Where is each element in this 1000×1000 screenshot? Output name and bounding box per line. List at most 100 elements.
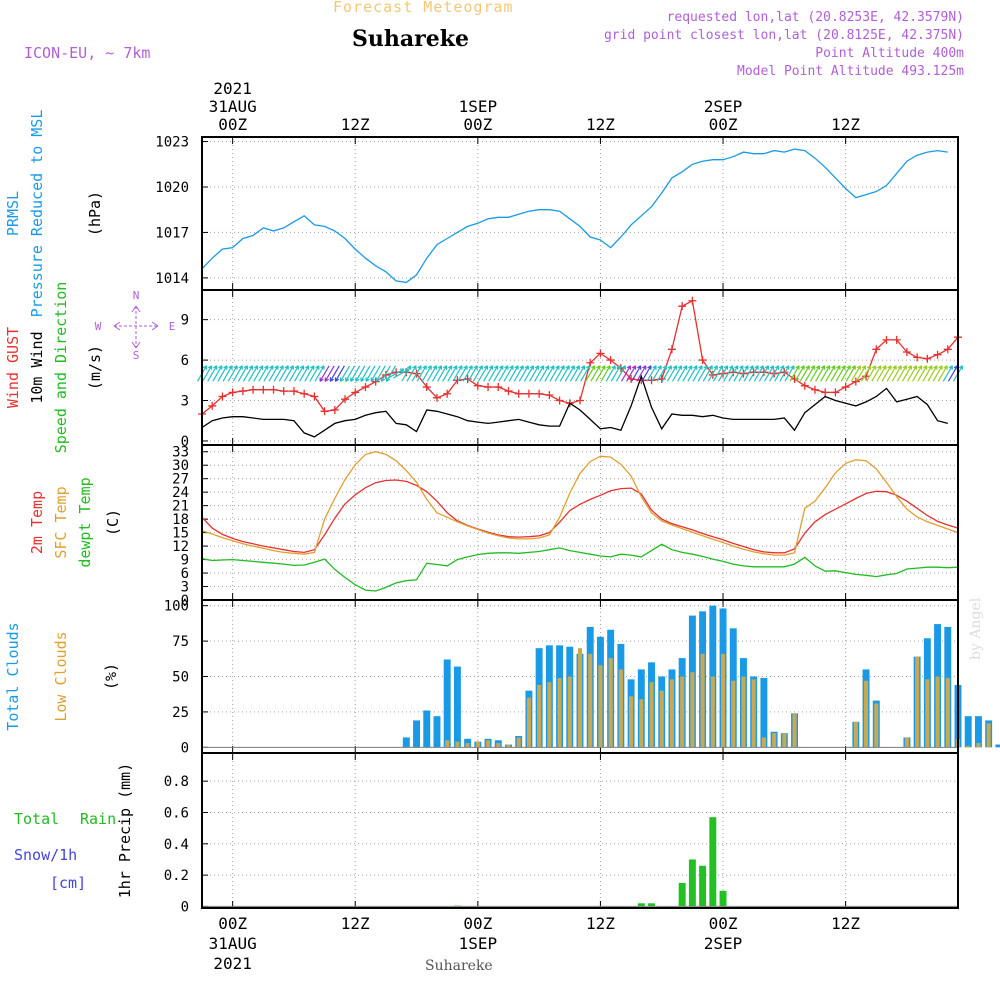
wind-series-marker-0 (381, 370, 390, 379)
wind-direction-arrow (595, 365, 606, 382)
wind-direction-arrow (564, 365, 575, 382)
wind-series-marker-0 (453, 376, 462, 385)
wind-series-marker-0 (902, 348, 911, 356)
clouds-bar-low-clouds (772, 733, 777, 748)
clouds-bar-low-clouds (608, 658, 613, 748)
wind-direction-arrow (513, 365, 524, 382)
precip-frame (201, 752, 959, 909)
wind-direction-arrow (508, 365, 519, 382)
compass-s-arrow (131, 341, 141, 349)
time-label-bottom: 12Z (586, 914, 615, 933)
wind-direction-arrow (917, 365, 928, 382)
wind-direction-arrow (871, 365, 882, 382)
clouds-bar-low-clouds (915, 656, 920, 748)
precip-ytick-label: 0.8 (164, 774, 189, 790)
clouds-bar-low-clouds (874, 703, 879, 748)
wind-direction-arrow (319, 365, 330, 382)
wind-direction-arrow (733, 365, 744, 382)
wind-direction-arrow (385, 365, 397, 382)
temperature-ytick-label: 6 (181, 566, 189, 582)
pressure-series-line-0 (201, 148, 948, 284)
time-label-bottom: 00Z (463, 914, 492, 933)
clouds-bar-low-clouds (547, 682, 552, 748)
temperature-ytick-label: 18 (172, 512, 189, 528)
wind-direction-arrow (227, 365, 238, 382)
clouds-bar-total-clouds (760, 677, 768, 748)
wind-direction-arrow (697, 365, 708, 382)
wind-series-marker-0 (504, 387, 513, 396)
wind-side-label: Wind GUST (4, 327, 22, 408)
wind-direction-arrow (590, 365, 601, 382)
temperature-side-label: (C) (104, 509, 122, 536)
wind-direction-arrow (922, 365, 933, 382)
pressure-side-label: (hPa) (86, 191, 104, 236)
wind-direction-arrow (932, 365, 943, 382)
wind-direction-arrow (242, 365, 254, 382)
wind-direction-arrow (273, 365, 284, 382)
wind-series-marker-0 (432, 393, 441, 402)
wind-direction-arrow (820, 365, 831, 382)
wind-direction-arrow (876, 365, 887, 382)
wind-direction-arrow (217, 365, 228, 382)
wind-direction-arrow (605, 365, 616, 382)
wind-direction-arrow (830, 365, 841, 382)
clouds-bar-low-clouds (486, 740, 491, 748)
precip-ytick-label: 0.2 (164, 868, 189, 884)
time-label-top: 2SEP (704, 97, 743, 116)
temperature-series-line-2 (201, 543, 959, 592)
wind-series-marker-0 (208, 401, 217, 410)
wind-direction-arrow (672, 365, 683, 382)
grid-point-coords: grid point closest lon,lat (20.8125E, 42… (603, 28, 964, 43)
time-label-top: 12Z (831, 115, 860, 134)
wind-series-marker-0 (678, 302, 687, 311)
wind-direction-arrow (360, 365, 371, 382)
pressure-ytick-label: 1020 (155, 180, 189, 196)
wind-series-marker-0 (524, 389, 533, 398)
compass-e-arrow (151, 321, 159, 331)
clouds-bar-total-clouds (423, 710, 431, 748)
clouds-bar-low-clouds (976, 743, 981, 748)
wind-direction-arrow (620, 365, 632, 382)
clouds-bar-low-clouds (720, 653, 726, 748)
wind-series-marker-0 (821, 388, 830, 397)
wind-series-marker-0 (259, 385, 268, 394)
wind-series-marker-0 (422, 383, 431, 392)
wind-direction-arrow (815, 365, 826, 382)
wind-series-marker-0 (831, 388, 840, 397)
temperature-ytick-label: 21 (172, 499, 189, 515)
compass-n-label: N (133, 289, 140, 302)
pressure-frame (201, 136, 959, 291)
wind-direction-arrow (574, 365, 586, 382)
wind-direction-arrow (580, 365, 591, 382)
wind-series-marker-0 (300, 389, 309, 398)
wind-direction-arrow (324, 365, 335, 382)
wind-direction-arrow (835, 365, 846, 382)
temperature-series-line-0 (201, 479, 959, 554)
wind-direction-arrow (534, 365, 545, 382)
clouds-bar-low-clouds (731, 680, 736, 748)
precip-bar-total-rain (637, 903, 645, 907)
wind-direction-arrow (626, 365, 637, 382)
temperature-ytick-label: 15 (172, 526, 189, 542)
time-label-bottom: 2SEP (704, 934, 743, 953)
wind-direction-arrow (232, 365, 243, 382)
wind-direction-arrow (416, 365, 427, 382)
wind-series-line-1 (201, 374, 948, 438)
wind-direction-arrow (646, 365, 657, 382)
wind-direction-arrow (763, 365, 775, 382)
wind-direction-arrow (288, 365, 300, 382)
time-label-top: 00Z (218, 115, 247, 134)
wind-direction-arrow (345, 365, 356, 382)
wind-direction-arrow (554, 365, 565, 382)
wind-series-marker-0 (729, 368, 738, 377)
temperature-ytick-label: 0 (181, 593, 189, 609)
wind-direction-arrow (503, 365, 514, 382)
clouds-bar-low-clouds (986, 723, 991, 748)
wind-direction-arrow (411, 365, 422, 382)
clouds-bar-low-clouds (710, 676, 715, 748)
wind-direction-arrow (248, 365, 259, 382)
wind-series-marker-0 (872, 345, 881, 354)
clouds-bar-total-clouds (402, 737, 410, 748)
clouds-bar-total-clouds (453, 666, 461, 748)
wind-series-marker-0 (698, 356, 707, 365)
